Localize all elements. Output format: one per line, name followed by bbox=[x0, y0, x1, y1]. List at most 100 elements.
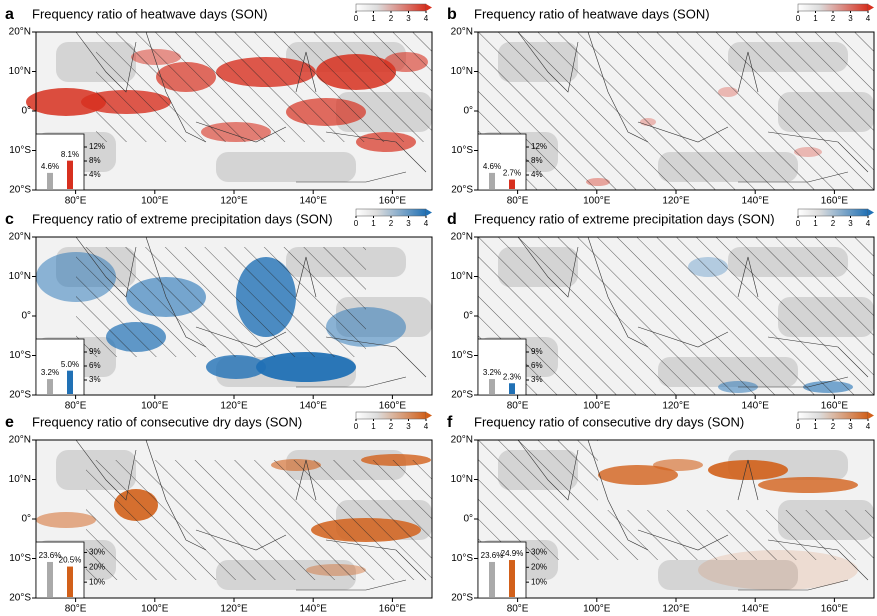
x-tick-label: 120°E bbox=[220, 604, 248, 615]
inset-bar bbox=[67, 371, 73, 394]
colorbar-tick-label: 4 bbox=[424, 422, 429, 431]
inset-tick-label: 12% bbox=[531, 142, 547, 151]
colorbar bbox=[798, 209, 868, 216]
colorbar-tick-label: 1 bbox=[371, 422, 376, 431]
colorbar-tick-label: 0 bbox=[796, 422, 801, 431]
inset-bar bbox=[509, 560, 515, 597]
no-data-region bbox=[216, 152, 356, 182]
inset-tick-label: 10% bbox=[89, 577, 105, 586]
inset-bar bbox=[47, 562, 53, 597]
x-tick-label: 100°E bbox=[141, 401, 169, 412]
colorbar-tick-label: 3 bbox=[848, 14, 853, 23]
inset-tick-label: 9% bbox=[531, 347, 543, 356]
panel-label: e bbox=[5, 414, 14, 431]
x-tick-label: 100°E bbox=[583, 196, 611, 207]
y-tick-label: 10°S bbox=[9, 145, 31, 156]
inset-bar bbox=[509, 383, 515, 394]
colorbar-tick-label: 2 bbox=[389, 422, 394, 431]
colorbar bbox=[356, 412, 426, 419]
significance-hatch bbox=[76, 247, 366, 357]
x-tick-label: 100°E bbox=[583, 401, 611, 412]
colorbar-tick-label: 2 bbox=[831, 219, 836, 228]
colorbar-arrow bbox=[426, 209, 432, 216]
x-tick-label: 120°E bbox=[220, 401, 248, 412]
inset-box bbox=[478, 339, 526, 395]
panel-label: d bbox=[447, 211, 457, 228]
panel-title: Frequency ratio of consecutive dry days … bbox=[474, 414, 744, 429]
figure: a Frequency ratio of heatwave days (SON) 8… bbox=[0, 0, 877, 616]
inset-tick-label: 12% bbox=[89, 142, 105, 151]
panel-title: Frequency ratio of consecutive dry days … bbox=[32, 414, 302, 429]
x-tick-label: 160°E bbox=[821, 401, 849, 412]
inset-tick-label: 30% bbox=[531, 548, 547, 557]
x-tick-label: 80°E bbox=[507, 196, 529, 207]
panel: e Frequency ratio of consecutive dry days… bbox=[5, 412, 432, 615]
anomaly-region bbox=[653, 459, 703, 471]
y-tick-label: 20°N bbox=[9, 232, 31, 243]
y-tick-label: 10°N bbox=[9, 66, 31, 77]
y-tick-label: 20°N bbox=[451, 232, 473, 243]
colorbar-tick-label: 1 bbox=[371, 219, 376, 228]
y-tick-label: 20°N bbox=[9, 435, 31, 446]
panel: f Frequency ratio of consecutive dry days… bbox=[447, 412, 874, 615]
panel-title: Frequency ratio of heatwave days (SON) bbox=[32, 6, 268, 21]
colorbar-tick-label: 0 bbox=[796, 14, 801, 23]
inset-bar bbox=[47, 379, 53, 394]
colorbar-arrow bbox=[426, 412, 432, 419]
x-tick-label: 120°E bbox=[662, 196, 690, 207]
panel-title: Frequency ratio of heatwave days (SON) bbox=[474, 6, 710, 21]
x-tick-label: 140°E bbox=[300, 604, 328, 615]
significance-hatch bbox=[96, 32, 432, 142]
colorbar bbox=[356, 209, 426, 216]
y-tick-label: 20°N bbox=[451, 435, 473, 446]
colorbar-tick-label: 0 bbox=[796, 219, 801, 228]
inset-tick-label: 8% bbox=[531, 156, 543, 165]
y-tick-label: 10°N bbox=[451, 66, 473, 77]
inset-bar bbox=[489, 173, 495, 189]
inset-value-label: 8.1% bbox=[61, 150, 79, 159]
inset-value-label: 3.2% bbox=[483, 368, 501, 377]
y-tick-label: 20°S bbox=[451, 593, 473, 604]
x-tick-label: 120°E bbox=[662, 401, 690, 412]
y-tick-label: 10°S bbox=[451, 350, 473, 361]
inset-tick-label: 4% bbox=[89, 170, 101, 179]
colorbar-tick-label: 1 bbox=[813, 14, 818, 23]
panel-label: f bbox=[447, 414, 453, 431]
inset-value-label: 4.6% bbox=[483, 162, 501, 171]
inset-tick-label: 8% bbox=[89, 156, 101, 165]
colorbar-tick-label: 3 bbox=[406, 422, 411, 431]
inset-tick-label: 9% bbox=[89, 347, 101, 356]
panel-label: a bbox=[5, 6, 14, 23]
x-tick-label: 160°E bbox=[379, 196, 407, 207]
inset-tick-label: 30% bbox=[89, 548, 105, 557]
x-tick-label: 160°E bbox=[821, 196, 849, 207]
y-tick-label: 0° bbox=[21, 311, 31, 322]
x-tick-label: 140°E bbox=[742, 604, 770, 615]
y-tick-label: 10°N bbox=[451, 271, 473, 282]
significance-hatch bbox=[478, 237, 874, 395]
colorbar-tick-label: 2 bbox=[389, 14, 394, 23]
x-tick-label: 80°E bbox=[65, 604, 87, 615]
inset-tick-label: 6% bbox=[89, 361, 101, 370]
x-tick-label: 80°E bbox=[65, 196, 87, 207]
colorbar-tick-label: 1 bbox=[371, 14, 376, 23]
x-tick-label: 140°E bbox=[300, 401, 328, 412]
x-tick-label: 80°E bbox=[65, 401, 87, 412]
y-tick-label: 20°S bbox=[451, 185, 473, 196]
colorbar-tick-label: 1 bbox=[813, 422, 818, 431]
y-tick-label: 20°S bbox=[9, 390, 31, 401]
colorbar-tick-label: 0 bbox=[354, 14, 359, 23]
anomaly-region bbox=[708, 460, 788, 480]
inset-bar bbox=[489, 562, 495, 597]
inset-value-label: 2.3% bbox=[503, 372, 521, 381]
y-tick-label: 20°N bbox=[9, 27, 31, 38]
inset-value-label: 4.6% bbox=[41, 162, 59, 171]
x-tick-label: 80°E bbox=[507, 401, 529, 412]
x-tick-label: 160°E bbox=[379, 604, 407, 615]
colorbar-tick-label: 4 bbox=[866, 219, 871, 228]
inset-bar bbox=[67, 567, 73, 597]
x-tick-label: 100°E bbox=[583, 604, 611, 615]
inset-value-label: 5.0% bbox=[61, 360, 79, 369]
